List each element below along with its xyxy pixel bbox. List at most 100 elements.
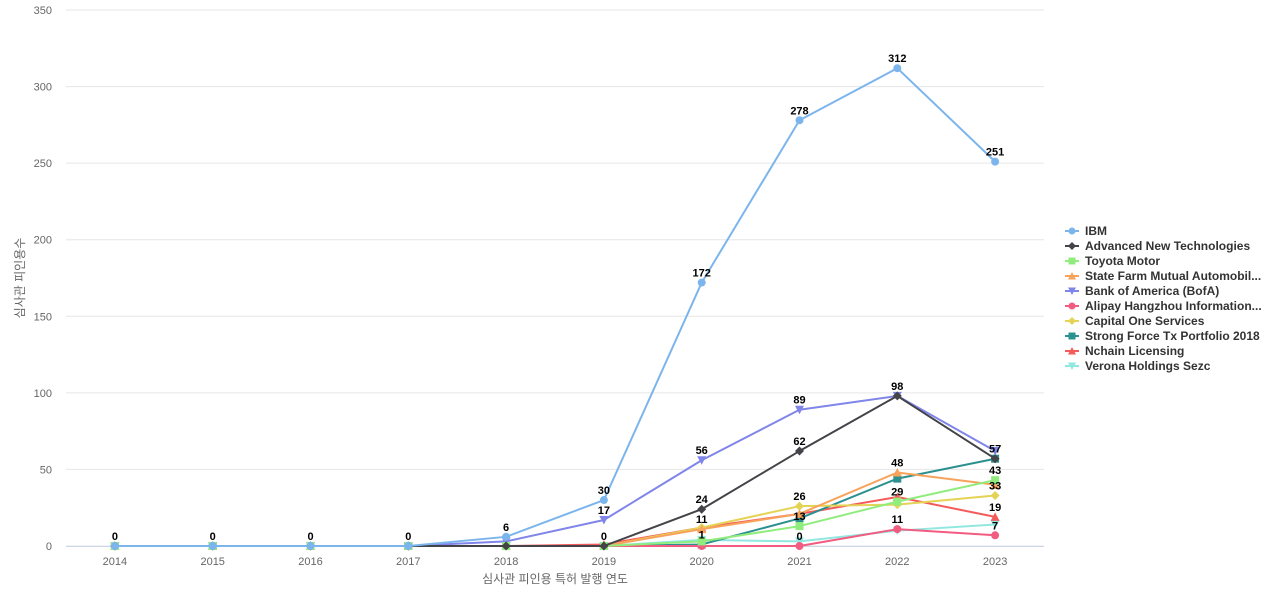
legend-marker bbox=[1068, 227, 1076, 235]
series-6 bbox=[110, 490, 1000, 551]
data-label: 0 bbox=[210, 531, 216, 543]
data-label: 26 bbox=[793, 491, 805, 503]
data-point bbox=[893, 525, 902, 534]
y-tick-label: 0 bbox=[46, 541, 52, 553]
data-point bbox=[893, 497, 902, 506]
legend-item[interactable]: Capital One Services bbox=[1065, 314, 1205, 328]
data-label: 0 bbox=[112, 531, 118, 543]
legend-item[interactable]: Verona Holdings Sezc bbox=[1065, 359, 1211, 373]
legend-label: IBM bbox=[1085, 224, 1107, 238]
data-label: 7 bbox=[992, 520, 998, 532]
data-point bbox=[892, 467, 902, 477]
data-point bbox=[501, 541, 511, 551]
series-line bbox=[113, 479, 997, 547]
data-point bbox=[990, 512, 1000, 521]
data-label: 33 bbox=[989, 480, 1001, 492]
series-8 bbox=[110, 492, 1000, 550]
data-label: 19 bbox=[989, 502, 1001, 514]
data-label: 30 bbox=[598, 485, 610, 497]
legend-marker bbox=[1068, 302, 1076, 310]
data-point bbox=[697, 278, 706, 287]
data-point bbox=[990, 447, 1000, 456]
data-point bbox=[306, 542, 315, 550]
data-point bbox=[991, 157, 1000, 166]
series-line bbox=[113, 394, 997, 547]
data-point bbox=[893, 64, 902, 73]
data-label: 11 bbox=[891, 514, 903, 526]
data-label: 0 bbox=[796, 531, 802, 543]
y-axis-title: 심사관 피인용수 bbox=[13, 238, 27, 319]
data-point bbox=[795, 501, 804, 511]
data-label: 0 bbox=[307, 531, 313, 543]
data-point bbox=[795, 542, 804, 550]
data-point bbox=[208, 542, 217, 550]
x-tick-label: 2023 bbox=[983, 556, 1007, 568]
data-point bbox=[795, 522, 804, 531]
data-point bbox=[599, 496, 608, 505]
legend-marker bbox=[1068, 347, 1076, 355]
legend-marker bbox=[1068, 332, 1076, 340]
data-point bbox=[893, 474, 902, 483]
data-labels: 0 0 0 0630172278312251246298132943114817568… bbox=[112, 53, 1004, 543]
legend-item[interactable]: State Farm Mutual Automobil... bbox=[1065, 269, 1261, 283]
data-label: 0 bbox=[405, 531, 411, 543]
legend-item[interactable]: Alipay Hangzhou Information... bbox=[1065, 299, 1262, 313]
grid bbox=[66, 9, 1044, 547]
data-point bbox=[795, 509, 804, 518]
data-label: 98 bbox=[891, 381, 903, 393]
legend-item[interactable]: Nchain Licensing bbox=[1065, 344, 1184, 358]
data-label: 29 bbox=[891, 487, 903, 499]
x-tick-label: 2017 bbox=[396, 556, 420, 568]
data-point bbox=[990, 454, 1000, 464]
data-label: 312 bbox=[888, 53, 906, 65]
legend-marker bbox=[1068, 242, 1076, 250]
legend-item[interactable]: Toyota Motor bbox=[1065, 254, 1160, 268]
legend-marker bbox=[1068, 362, 1076, 370]
data-point bbox=[697, 524, 707, 534]
data-label: 251 bbox=[986, 147, 1004, 159]
data-point bbox=[599, 541, 609, 551]
data-point bbox=[795, 116, 804, 125]
x-tick-label: 2021 bbox=[787, 556, 811, 568]
data-label: 17 bbox=[598, 505, 610, 517]
data-label: 13 bbox=[793, 511, 805, 523]
legend-marker bbox=[1068, 287, 1076, 295]
legend-label: Toyota Motor bbox=[1085, 254, 1160, 268]
data-label: 172 bbox=[693, 268, 711, 280]
series-1 bbox=[110, 391, 1000, 551]
legend-item[interactable]: Strong Force Tx Portfolio 2018 bbox=[1065, 329, 1260, 343]
data-label: 89 bbox=[793, 395, 805, 407]
legend-label: Strong Force Tx Portfolio 2018 bbox=[1085, 329, 1260, 343]
data-point bbox=[990, 520, 1000, 530]
legend-label: Verona Holdings Sezc bbox=[1085, 359, 1211, 373]
series-4 bbox=[110, 391, 1000, 551]
data-point bbox=[110, 542, 119, 550]
legend-label: Advanced New Technologies bbox=[1085, 239, 1250, 253]
x-tick-label: 2020 bbox=[689, 556, 713, 568]
data-label: 11 bbox=[696, 514, 708, 526]
data-label: 0 bbox=[601, 531, 607, 543]
data-label: 48 bbox=[891, 457, 903, 469]
legend-item[interactable]: Bank of America (BofA) bbox=[1065, 284, 1219, 298]
data-label: 57 bbox=[989, 444, 1001, 456]
legend-marker bbox=[1068, 257, 1076, 265]
data-point bbox=[991, 476, 1000, 485]
data-label: 43 bbox=[989, 465, 1001, 477]
legend-marker bbox=[1068, 272, 1076, 280]
legend-item[interactable]: Advanced New Technologies bbox=[1065, 239, 1250, 253]
x-tick-label: 2022 bbox=[885, 556, 909, 568]
data-point bbox=[991, 531, 1000, 540]
legend-marker bbox=[1068, 317, 1076, 325]
y-tick-label: 300 bbox=[34, 82, 52, 94]
data-point bbox=[795, 446, 804, 456]
series-line bbox=[113, 67, 997, 547]
legend-item[interactable]: IBM bbox=[1065, 224, 1107, 238]
data-point bbox=[990, 490, 1000, 500]
data-label: 278 bbox=[790, 105, 808, 117]
x-tick-label: 2014 bbox=[103, 556, 127, 568]
data-label: 62 bbox=[793, 436, 805, 448]
series-layer bbox=[110, 64, 1000, 551]
y-tick-label: 100 bbox=[34, 388, 52, 400]
